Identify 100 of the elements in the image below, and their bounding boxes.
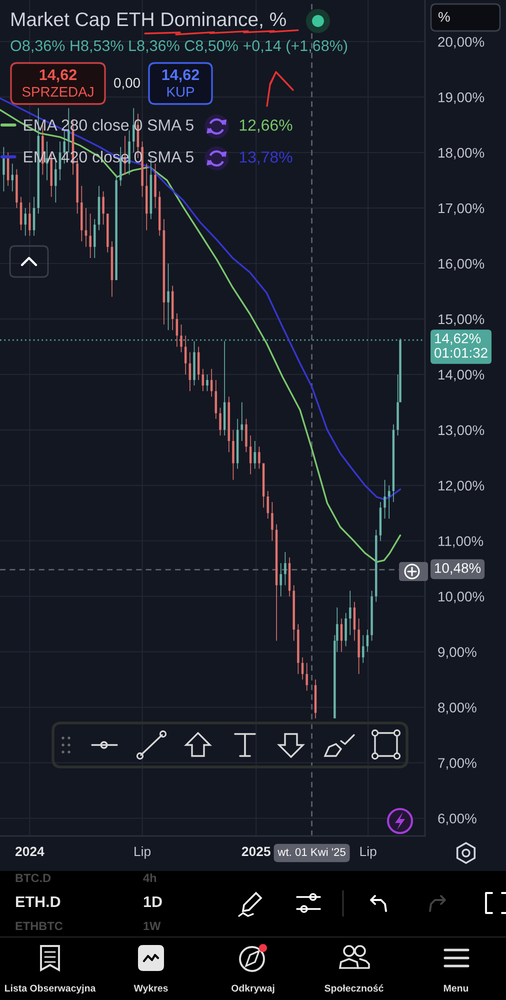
candlestick <box>297 624 300 674</box>
candlestick <box>362 635 364 663</box>
candlestick <box>375 530 378 602</box>
candlestick <box>292 585 295 641</box>
y-tick-label: 13,00% <box>438 425 484 437</box>
y-tick-label: 7,00% <box>438 758 476 770</box>
y-tick-label: 10,00% <box>438 592 484 604</box>
candlestick <box>32 196 36 236</box>
candlestick <box>379 502 382 541</box>
text: Społeczność <box>324 984 384 994</box>
candlestick <box>223 341 226 436</box>
candlestick <box>206 374 208 392</box>
candlestick <box>193 341 196 386</box>
candlestick <box>28 202 31 236</box>
candlestick <box>154 164 156 208</box>
candlestick <box>110 241 114 297</box>
candlestick <box>349 590 352 636</box>
candlestick <box>228 396 230 452</box>
candlestick <box>128 130 130 175</box>
y-tick-label: 8,00% <box>438 702 476 714</box>
candlestick <box>146 164 148 230</box>
line-series <box>0 97 402 500</box>
text: Market Cap ETH Dominance, % <box>12 12 286 30</box>
text: 1W <box>144 922 161 930</box>
candlestick <box>11 164 14 192</box>
candlestick <box>266 490 269 519</box>
y-tick-label: 6,00% <box>438 814 476 826</box>
text: % <box>438 12 450 22</box>
candlestick <box>254 441 256 469</box>
candlestick <box>240 402 243 442</box>
y-tick-label: 15,00% <box>438 314 484 326</box>
candlestick <box>232 430 234 480</box>
candlestick <box>84 208 88 247</box>
x-tick-label: 2025 <box>242 846 270 856</box>
y-tick-label: 18,00% <box>438 148 484 160</box>
candlestick <box>392 424 395 502</box>
text: Odkrywaj <box>232 984 274 994</box>
candlestick <box>249 435 252 474</box>
candlestick <box>353 602 356 641</box>
candlestick <box>388 485 390 519</box>
candlestick <box>58 141 62 180</box>
candlestick <box>141 141 144 197</box>
candlestick <box>24 208 26 236</box>
candlestick <box>284 552 286 586</box>
candlestick <box>366 630 369 652</box>
candlestick <box>280 563 282 596</box>
x-tick-label: Lip <box>360 846 376 859</box>
y-tick-label: 20,00% <box>438 36 484 48</box>
annotation: KUP <box>167 87 194 97</box>
candlestick <box>236 418 239 469</box>
candlestick <box>115 174 118 280</box>
y-tick-label: 19,00% <box>438 92 484 104</box>
candlestick <box>214 380 218 419</box>
candlestick <box>258 446 260 469</box>
candlestick <box>20 196 22 230</box>
annotation: O8,36% H8,53% L8,36% C8,50% +0,14 (+1,68%) <box>10 40 348 54</box>
text: Wykres <box>134 984 168 994</box>
text: 1D <box>144 896 162 907</box>
candlestick <box>180 324 182 352</box>
annotation: SPRZEDAJ <box>22 86 94 97</box>
candlestick <box>106 214 109 252</box>
candlestick <box>184 336 187 374</box>
candlestick <box>340 618 343 652</box>
y-tick-label: 9,00% <box>438 647 476 659</box>
x-tick-label: 2024 <box>15 846 44 856</box>
candlestick <box>271 502 274 541</box>
ref-line-label: 14,62% 01:01:32 <box>434 333 488 358</box>
annotation: 13,78% <box>240 151 292 165</box>
candlestick <box>94 219 96 258</box>
candlestick <box>288 558 291 596</box>
ref-line-label: 10,48% <box>435 563 481 575</box>
candlestick <box>306 662 308 691</box>
text: Menu <box>444 984 468 992</box>
candlestick <box>301 657 304 680</box>
candlestick <box>132 108 135 153</box>
line-series <box>0 109 402 563</box>
candlestick <box>158 191 161 236</box>
candlestick <box>176 313 178 347</box>
candlestick <box>171 286 174 330</box>
candlestick <box>197 346 200 380</box>
candlestick <box>262 463 265 508</box>
ref-line-label: wt. 01 Kwi '25 <box>278 848 346 856</box>
candlestick <box>275 524 278 641</box>
candlestick <box>16 169 18 208</box>
candlestick <box>219 408 222 436</box>
text: Lista Obserwacyjna <box>4 984 96 994</box>
annotation: 12,66% <box>240 119 292 133</box>
candlestick <box>358 618 360 674</box>
candlestick <box>314 680 317 718</box>
annotation: 14,62 <box>40 69 77 82</box>
y-tick-label: 16,00% <box>438 258 484 270</box>
candlestick <box>370 590 373 641</box>
annotation: 14,62 <box>162 69 200 82</box>
text: 4h <box>143 873 156 882</box>
x-tick-label: Lip <box>134 846 151 859</box>
candlestick <box>98 186 100 230</box>
candlestick <box>188 352 192 392</box>
annotation: 0,00 <box>114 78 140 90</box>
text: ETH.D <box>16 896 60 907</box>
candlestick <box>210 368 213 397</box>
